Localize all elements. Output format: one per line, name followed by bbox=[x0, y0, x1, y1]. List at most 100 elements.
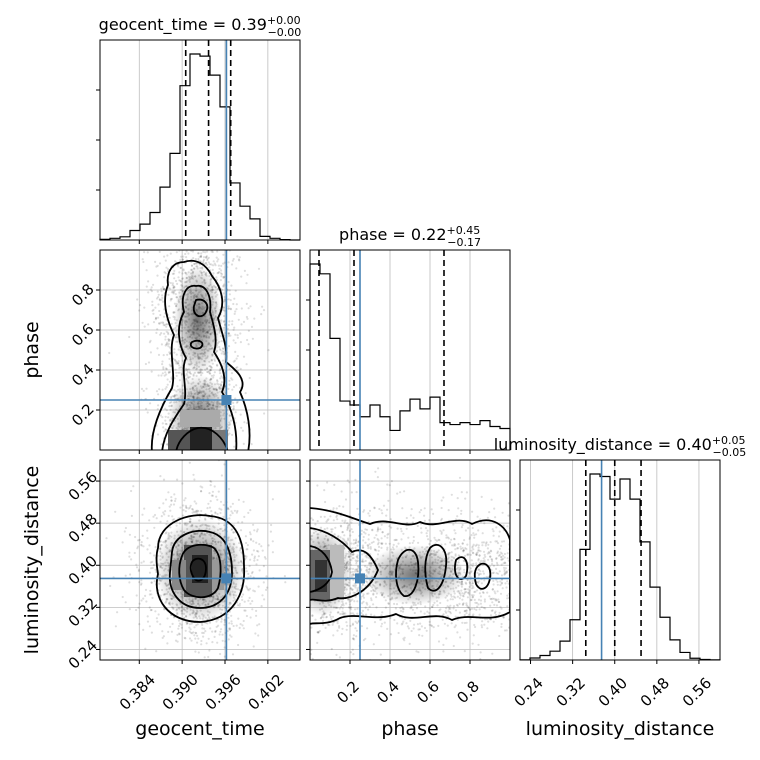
sample-point bbox=[227, 616, 230, 619]
sample-point bbox=[323, 489, 326, 492]
sample-point bbox=[356, 607, 359, 610]
sample-point bbox=[201, 495, 203, 497]
sample-point bbox=[206, 259, 209, 262]
sample-point bbox=[171, 515, 174, 518]
sample-point bbox=[178, 367, 181, 370]
sample-point bbox=[200, 490, 203, 493]
sample-point bbox=[197, 637, 200, 640]
sample-point bbox=[142, 628, 145, 632]
sample-point bbox=[222, 300, 225, 303]
sample-point bbox=[158, 309, 161, 313]
sample-point bbox=[364, 606, 367, 609]
sample-point bbox=[202, 221, 204, 223]
sample-point bbox=[189, 504, 192, 507]
sample-point bbox=[246, 586, 249, 589]
sample-point bbox=[208, 621, 212, 624]
sample-point bbox=[170, 291, 173, 294]
sample-point bbox=[161, 285, 164, 288]
sample-point bbox=[165, 409, 168, 412]
sample-point bbox=[207, 655, 210, 659]
sample-point bbox=[241, 624, 244, 627]
sample-point bbox=[208, 370, 211, 373]
sample-point bbox=[348, 606, 351, 609]
sample-point bbox=[212, 183, 214, 185]
sample-point bbox=[202, 165, 204, 167]
sample-point bbox=[357, 567, 360, 570]
sample-point bbox=[192, 236, 194, 238]
sample-point bbox=[173, 269, 176, 272]
sample-point bbox=[202, 261, 205, 264]
sample-point bbox=[267, 349, 270, 352]
sample-point bbox=[167, 196, 169, 198]
sample-point bbox=[172, 327, 175, 330]
sample-point bbox=[350, 555, 353, 558]
sample-point bbox=[292, 605, 294, 607]
sample-point bbox=[266, 586, 269, 589]
sample-point bbox=[169, 287, 172, 290]
sample-point bbox=[200, 223, 202, 225]
sample-point bbox=[193, 262, 196, 265]
sample-point bbox=[297, 585, 299, 587]
sample-point bbox=[342, 612, 345, 615]
sample-point bbox=[162, 478, 166, 481]
sample-point bbox=[178, 371, 181, 374]
sample-point bbox=[189, 451, 191, 453]
sample-point bbox=[349, 651, 352, 654]
sample-point bbox=[164, 367, 168, 370]
sample-point bbox=[261, 549, 264, 552]
sample-point bbox=[156, 230, 158, 232]
sample-point bbox=[191, 508, 194, 511]
y-tick-label: 0.32 bbox=[65, 594, 101, 630]
sample-point bbox=[188, 236, 190, 238]
sample-point bbox=[235, 511, 238, 514]
sample-point bbox=[161, 422, 164, 425]
sample-point bbox=[190, 264, 193, 267]
sample-point bbox=[163, 374, 166, 377]
sample-point bbox=[351, 622, 355, 625]
sample-point bbox=[209, 368, 212, 371]
sample-point bbox=[169, 281, 172, 285]
sample-point bbox=[217, 229, 219, 231]
sample-point bbox=[335, 515, 338, 519]
sample-point bbox=[163, 608, 166, 611]
sample-point bbox=[360, 587, 364, 590]
sample-point bbox=[194, 637, 197, 640]
sample-point bbox=[162, 366, 165, 369]
sample-point bbox=[186, 226, 188, 228]
sample-point bbox=[202, 207, 204, 209]
sample-point bbox=[380, 614, 383, 617]
sample-point bbox=[356, 507, 359, 510]
sample-point bbox=[163, 315, 166, 318]
sample-point bbox=[249, 575, 252, 578]
sample-point bbox=[367, 608, 370, 611]
sample-point bbox=[156, 433, 160, 436]
sample-point bbox=[237, 172, 239, 174]
sample-point bbox=[289, 588, 291, 590]
sample-point bbox=[200, 224, 202, 226]
sample-point bbox=[325, 669, 327, 671]
sample-point bbox=[209, 368, 212, 372]
sample-point bbox=[211, 207, 213, 209]
sample-point bbox=[296, 533, 298, 535]
sample-point bbox=[200, 255, 203, 258]
sample-point bbox=[220, 352, 223, 355]
sample-point bbox=[171, 464, 173, 466]
sample-point bbox=[214, 629, 217, 633]
sample-point bbox=[211, 268, 214, 271]
sample-point bbox=[343, 538, 346, 541]
sample-point bbox=[172, 285, 175, 288]
sample-point bbox=[182, 504, 185, 507]
sample-point bbox=[386, 483, 389, 486]
sample-point bbox=[141, 513, 144, 516]
sample-point bbox=[290, 603, 292, 605]
sample-point bbox=[256, 549, 259, 553]
sample-point bbox=[152, 312, 155, 315]
sample-point bbox=[176, 210, 178, 212]
sample-point bbox=[230, 614, 233, 617]
sample-point bbox=[172, 453, 174, 455]
sample-point bbox=[232, 328, 235, 331]
sample-point bbox=[171, 202, 173, 204]
sample-point bbox=[138, 538, 141, 542]
sample-point bbox=[156, 347, 159, 350]
sample-point bbox=[210, 374, 213, 377]
